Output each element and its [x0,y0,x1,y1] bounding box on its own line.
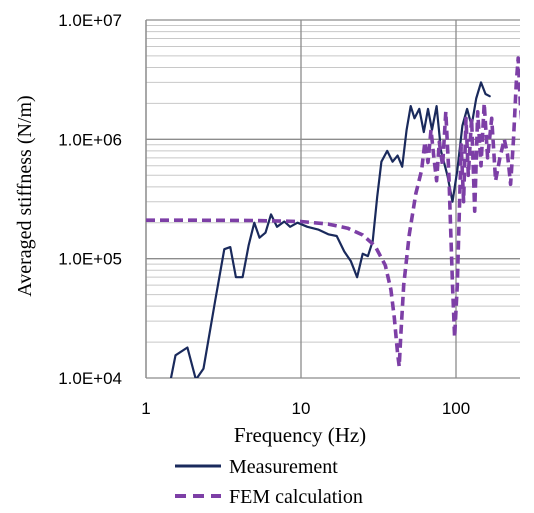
tick-labels: 1 10 100 1.0E+04 1.0E+05 1.0E+06 1.0E+07 [58,11,470,418]
y-tick-label: 1.0E+05 [58,250,122,269]
legend: Measurement FEM calculation [175,456,363,508]
series-line-fem-calculation [146,56,520,369]
y-tick-label: 1.0E+06 [58,130,122,149]
y-axis-label: Averaged stiffness (N/m) [14,95,36,296]
x-tick-label: 1 [141,399,150,418]
legend-label-measurement: Measurement [229,456,338,478]
x-tick-label: 100 [442,399,470,418]
legend-label-fem-calculation: FEM calculation [229,486,363,508]
y-tick-label: 1.0E+07 [58,11,122,30]
series-layer [146,56,520,378]
x-tick-label: 10 [292,399,311,418]
series-line-measurement [169,81,491,378]
x-axis-label: Frequency (Hz) [234,423,366,447]
y-tick-label: 1.0E+04 [58,369,122,388]
